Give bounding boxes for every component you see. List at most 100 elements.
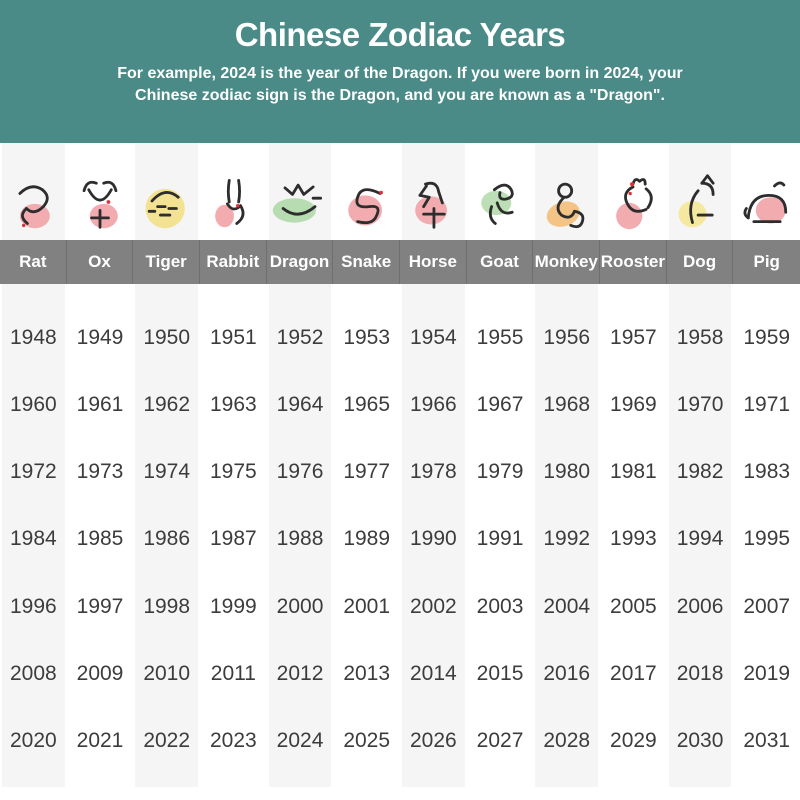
zodiac-column-rooster: Rooster 1957 1969 1981 1993 2005 2017 20…: [600, 143, 667, 800]
ox-icon: [82, 180, 118, 229]
year-cell: 1953: [343, 325, 391, 349]
dragon-icon-cell: [268, 143, 332, 240]
year-cell: 1983: [743, 460, 791, 484]
zodiac-column-dog: Dog 1958 1970 1982 1994 2006 2018 2030: [666, 143, 734, 800]
pig-icon: [743, 181, 787, 224]
year-cell: 1986: [143, 527, 191, 551]
column-header-rabbit: Rabbit: [200, 240, 267, 284]
year-cell: 2020: [9, 729, 57, 753]
monkey-icon: [546, 182, 585, 229]
year-cell: 1988: [276, 527, 324, 551]
year-cell: 2023: [209, 729, 257, 753]
year-cell: 2005: [610, 594, 657, 618]
year-cell: 2006: [676, 594, 724, 618]
zodiac-column-horse: Horse 1954 1966 1978 1990 2002 2014 2026: [400, 143, 467, 800]
column-header-ox: Ox: [66, 240, 134, 284]
snake-icon: [347, 188, 383, 226]
year-cell: 2001: [343, 594, 391, 618]
column-header-rat: Rat: [0, 240, 67, 284]
year-cell: 1970: [676, 392, 724, 416]
year-cell: 2017: [610, 662, 657, 686]
year-cell: 1959: [743, 325, 791, 349]
rooster-icon: [616, 178, 654, 230]
goat-icon: [481, 183, 514, 225]
year-cell: 1998: [143, 594, 191, 618]
year-cell: 1960: [9, 392, 57, 416]
ox-icon-cell: [68, 143, 132, 240]
zodiac-column-dragon: Dragon 1952 1964 1976 1988 2000 2012 202…: [266, 143, 334, 800]
year-cell: 2026: [410, 729, 457, 753]
year-cell: 1971: [743, 392, 791, 416]
year-cell: 1972: [9, 460, 57, 484]
year-cell: 1999: [209, 594, 257, 618]
dog-icon-cell: [668, 143, 732, 240]
column-header-horse: Horse: [400, 240, 467, 284]
horse-icon: [415, 181, 448, 229]
year-cell: 1973: [76, 460, 124, 484]
year-cell: 2011: [210, 662, 256, 686]
year-cell: 1996: [9, 594, 57, 618]
year-cell: 1984: [9, 527, 57, 551]
year-cell: 1954: [410, 325, 457, 349]
year-cell: 1952: [276, 325, 324, 349]
year-cell: 1977: [343, 460, 391, 484]
ox-years: 1949 1961 1973 1985 1997 2009 2021: [68, 284, 132, 787]
year-cell: 2003: [476, 594, 524, 618]
dog-icon: [678, 174, 715, 228]
rat-icon: [18, 185, 51, 229]
horse-years: 1954 1966 1978 1990 2002 2014 2026: [402, 284, 465, 787]
year-cell: 2012: [276, 662, 324, 686]
rat-icon-cell: [2, 143, 65, 240]
year-cell: 1989: [343, 527, 391, 551]
tiger-icon-cell: [135, 143, 199, 240]
year-cell: 1995: [743, 527, 791, 551]
column-header-dog: Dog: [666, 240, 734, 284]
year-cell: 2027: [476, 729, 524, 753]
year-cell: 1997: [76, 594, 124, 618]
monkey-icon-cell: [535, 143, 599, 240]
year-cell: 1979: [476, 460, 524, 484]
year-cell: 1957: [610, 325, 657, 349]
year-cell: 1964: [276, 392, 324, 416]
year-cell: 1966: [410, 392, 457, 416]
year-cell: 1949: [76, 325, 124, 349]
zodiac-column-tiger: Tiger 1950 1962 1974 1986 1998 2010 2022: [133, 143, 201, 800]
pig-years: 1959 1971 1983 1995 2007 2019 2031: [735, 284, 799, 787]
rooster-years: 1957 1969 1981 1993 2005 2017 2029: [602, 284, 665, 787]
column-header-goat: Goat: [466, 240, 534, 284]
rooster-icon-cell: [602, 143, 665, 240]
year-cell: 2021: [76, 729, 124, 753]
year-cell: 2030: [676, 729, 724, 753]
zodiac-column-snake: Snake 1953 1965 1977 1989 2001 2013 2025: [333, 143, 401, 800]
year-cell: 2004: [543, 594, 591, 618]
year-cell: 1950: [143, 325, 191, 349]
year-cell: 1980: [543, 460, 591, 484]
year-cell: 1992: [543, 527, 591, 551]
year-cell: 1962: [143, 392, 191, 416]
year-cell: 2028: [543, 729, 591, 753]
column-header-pig: Pig: [733, 240, 800, 284]
year-cell: 2022: [143, 729, 191, 753]
year-cell: 1961: [76, 392, 124, 416]
rabbit-icon: [215, 178, 245, 228]
dragon-icon: [272, 183, 323, 223]
year-cell: 2008: [9, 662, 57, 686]
dog-years: 1958 1970 1982 1994 2006 2018 2030: [668, 284, 732, 787]
year-cell: 2025: [343, 729, 391, 753]
year-cell: 1993: [610, 527, 657, 551]
zodiac-column-goat: Goat 1955 1967 1979 1991 2003 2015 2027: [466, 143, 534, 800]
year-cell: 2031: [743, 729, 791, 753]
year-cell: 1987: [209, 527, 257, 551]
year-cell: 2013: [343, 662, 391, 686]
header: Chinese Zodiac Years For example, 2024 i…: [0, 0, 800, 143]
column-header-monkey: Monkey: [533, 240, 601, 284]
year-cell: 2016: [543, 662, 591, 686]
horse-icon-cell: [402, 143, 465, 240]
year-cell: 1951: [209, 325, 257, 349]
subtitle-line-2: Chinese zodiac sign is the Dragon, and y…: [135, 87, 665, 104]
dragon-years: 1952 1964 1976 1988 2000 2012 2024: [268, 284, 332, 787]
year-cell: 2010: [143, 662, 191, 686]
year-cell: 2000: [276, 594, 324, 618]
goat-icon-cell: [468, 143, 532, 240]
year-cell: 2018: [676, 662, 724, 686]
